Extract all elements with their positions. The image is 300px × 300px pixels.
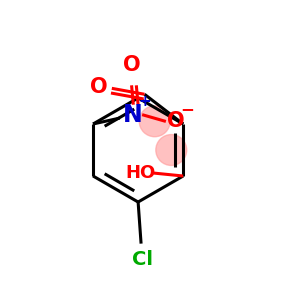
Text: +: + [138, 94, 151, 109]
Text: O: O [123, 55, 140, 74]
Text: N: N [123, 103, 143, 127]
Circle shape [156, 134, 187, 166]
Text: −: − [180, 100, 194, 118]
Text: Cl: Cl [132, 250, 153, 269]
Text: O: O [167, 111, 185, 131]
Circle shape [139, 106, 170, 137]
Text: O: O [90, 77, 107, 97]
Text: HO: HO [125, 164, 155, 182]
